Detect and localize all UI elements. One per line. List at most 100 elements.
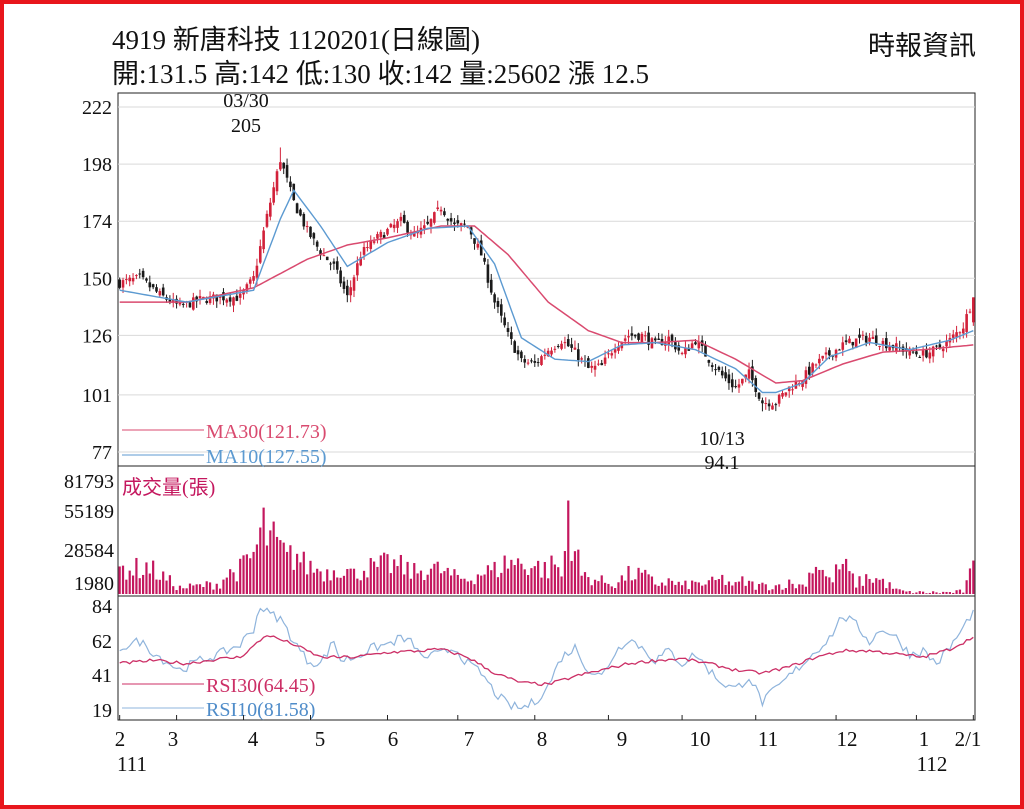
candle-body xyxy=(640,333,644,343)
volume-bar xyxy=(942,591,945,594)
volume-bar xyxy=(383,552,386,594)
x-tick-label: 5 xyxy=(315,727,326,751)
volume-bar xyxy=(851,573,854,594)
volume-bar xyxy=(128,570,131,594)
volume-bar xyxy=(456,574,459,594)
volume-bar xyxy=(423,580,426,594)
volume-bar xyxy=(858,576,861,594)
volume-bar xyxy=(302,551,305,594)
candle-body xyxy=(958,332,962,334)
volume-bar xyxy=(473,584,476,594)
candle-body xyxy=(463,223,466,225)
candle-body xyxy=(339,270,342,284)
volume-bar xyxy=(443,571,446,594)
candle-body xyxy=(577,349,580,361)
volume-bar xyxy=(918,591,921,594)
candle-body xyxy=(319,250,322,256)
candle-body xyxy=(791,389,794,391)
volume-bar xyxy=(185,588,188,594)
volume-bar xyxy=(587,577,590,594)
candle-body xyxy=(818,358,821,364)
candle-body xyxy=(556,345,560,347)
volume-bar xyxy=(182,588,185,594)
volume-bar xyxy=(925,593,928,594)
candle-body xyxy=(874,335,878,345)
volume-bar xyxy=(506,568,510,594)
candle-body xyxy=(844,340,848,343)
volume-bar xyxy=(788,579,791,594)
candle-body xyxy=(302,213,306,227)
candle-body xyxy=(710,365,714,367)
chart-title: 4919 新唐科技 1120201(日線圖) xyxy=(112,25,480,55)
candle-body xyxy=(516,350,520,355)
volume-bars xyxy=(118,500,975,594)
volume-bar xyxy=(369,558,372,594)
candle-body xyxy=(443,211,446,216)
candle-body xyxy=(449,218,453,222)
volume-bar xyxy=(848,571,851,594)
volume-bar xyxy=(399,554,402,594)
candle-body xyxy=(228,297,232,302)
volume-bar xyxy=(252,551,255,594)
low-value-annotation: 94.1 xyxy=(705,452,740,474)
volume-bar xyxy=(460,578,463,594)
volume-bar xyxy=(309,560,312,594)
candle-body xyxy=(784,392,788,396)
volume-bar xyxy=(553,564,556,594)
rsi-tick-label: 84 xyxy=(92,596,112,618)
volume-bar xyxy=(845,558,848,594)
candle-body xyxy=(389,224,393,228)
rsi-tick-label: 62 xyxy=(92,631,112,653)
candle-body xyxy=(309,226,312,238)
volume-bar xyxy=(289,545,292,594)
price-tick-label: 222 xyxy=(82,97,112,119)
candle-body xyxy=(627,336,630,338)
volume-bar xyxy=(121,565,125,594)
volume-bar xyxy=(359,580,362,594)
volume-bar xyxy=(717,579,721,594)
candle-body xyxy=(406,221,409,233)
volume-bar xyxy=(172,586,175,594)
candle-body xyxy=(607,353,610,355)
volume-bar xyxy=(148,573,151,594)
candle-body xyxy=(275,171,279,192)
volume-bar xyxy=(510,559,513,594)
volume-bar xyxy=(567,500,570,594)
volume-bar xyxy=(225,577,228,594)
candle-body xyxy=(218,296,222,298)
volume-bar xyxy=(513,565,516,594)
candle-body xyxy=(884,338,888,349)
volume-bar xyxy=(761,582,764,594)
candle-body xyxy=(151,284,155,288)
candle-body xyxy=(168,299,172,303)
candle-body xyxy=(500,304,503,316)
volume-bar xyxy=(339,577,342,594)
volume-bar xyxy=(496,577,500,594)
volume-bar xyxy=(677,581,680,594)
candle-body xyxy=(848,338,851,344)
volume-bar xyxy=(891,588,895,594)
candle-body xyxy=(533,361,537,363)
rsi-tick-label: 41 xyxy=(92,665,112,687)
candle-body xyxy=(667,336,670,345)
volume-bar xyxy=(416,573,419,594)
candle-body xyxy=(680,352,684,354)
candle-body xyxy=(238,293,242,298)
volume-bar xyxy=(597,581,600,594)
volume-bar xyxy=(332,570,336,594)
volume-bar xyxy=(188,583,192,594)
price-tick-label: 126 xyxy=(82,325,112,347)
volume-bar xyxy=(530,568,533,594)
candle-body xyxy=(697,341,701,349)
candle-body xyxy=(255,265,259,278)
volume-bar xyxy=(356,578,359,594)
source-label: 時報資訊 xyxy=(868,31,976,61)
candle-body xyxy=(513,341,516,353)
volume-bar xyxy=(446,567,449,594)
volume-bar xyxy=(624,580,627,594)
volume-bar xyxy=(895,588,898,594)
volume-bar xyxy=(680,585,684,594)
volume-bar xyxy=(647,574,650,594)
volume-bar xyxy=(617,582,620,594)
